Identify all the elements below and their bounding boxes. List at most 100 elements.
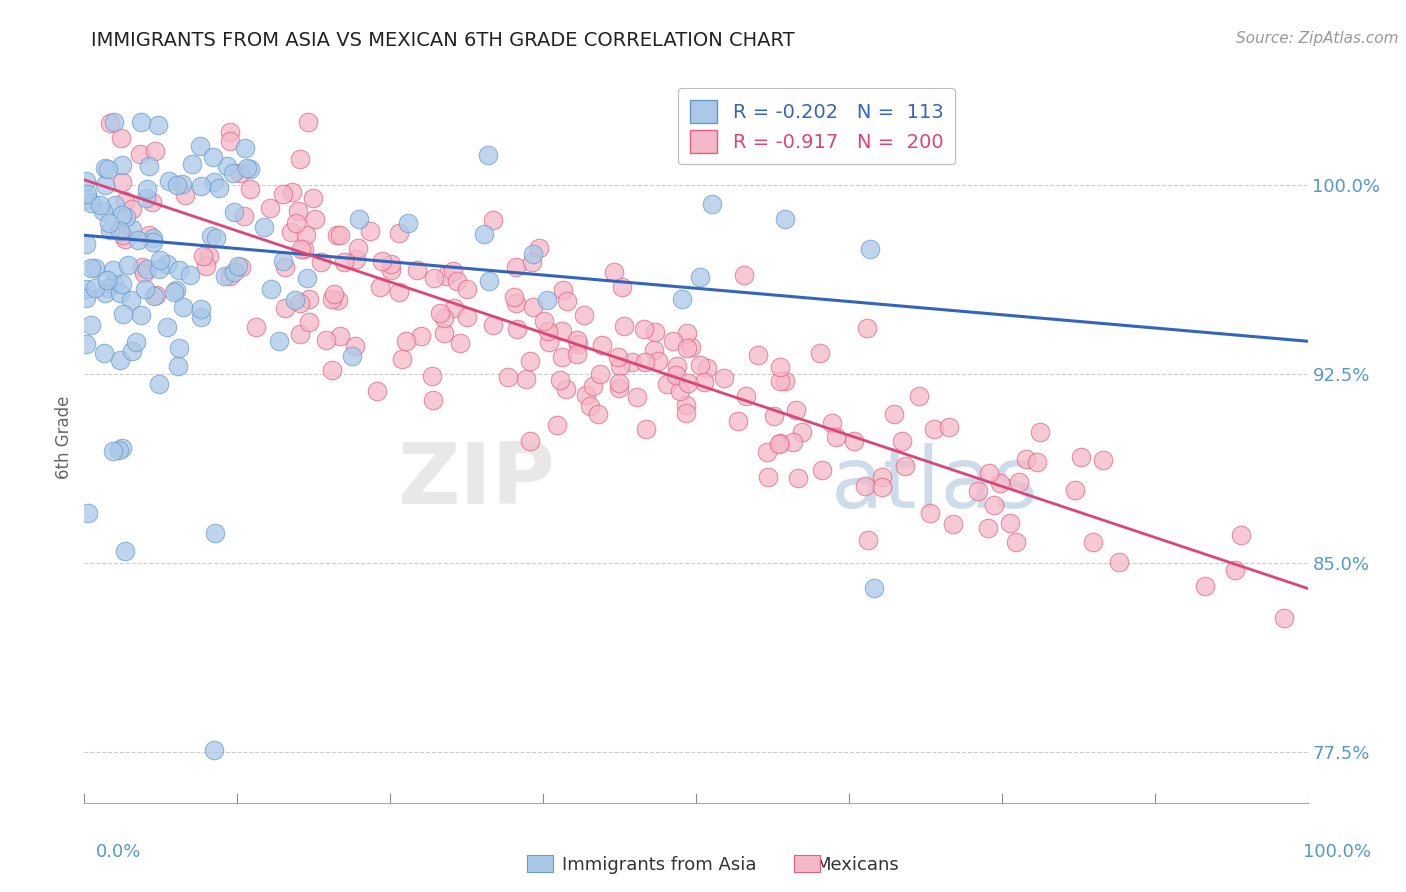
Point — [135, 190, 157, 204]
Point — [75, 336, 97, 351]
Point — [204, 175, 226, 189]
Point — [329, 329, 352, 343]
Point — [172, 300, 194, 314]
Point — [422, 392, 444, 407]
Point — [190, 179, 212, 194]
Point — [94, 178, 117, 193]
Point — [395, 334, 418, 348]
Point — [111, 277, 134, 291]
Point — [890, 434, 912, 449]
Point — [1229, 528, 1251, 542]
Point — [787, 471, 810, 485]
Point — [136, 261, 159, 276]
Point — [218, 125, 240, 139]
Point — [613, 319, 636, 334]
Point — [321, 363, 343, 377]
Point — [94, 285, 117, 300]
Point — [344, 252, 367, 266]
Point — [727, 414, 749, 428]
Point — [574, 388, 596, 402]
Point — [908, 389, 931, 403]
Point — [121, 222, 143, 236]
Point — [222, 205, 245, 219]
Point — [111, 208, 134, 222]
Point — [114, 194, 136, 209]
Point — [676, 376, 699, 391]
Point — [76, 187, 98, 202]
Point — [98, 216, 121, 230]
Point — [388, 285, 411, 299]
Point — [406, 263, 429, 277]
Point — [607, 376, 630, 390]
Point — [768, 437, 790, 451]
Point — [603, 265, 626, 279]
Point — [271, 186, 294, 201]
Point — [665, 368, 688, 383]
Point — [218, 135, 240, 149]
Point — [79, 261, 101, 276]
Point — [371, 253, 394, 268]
Point — [634, 355, 657, 369]
Point — [515, 372, 537, 386]
Point — [104, 198, 127, 212]
Point — [93, 203, 115, 218]
Point — [156, 319, 179, 334]
Point — [97, 161, 120, 176]
Point — [297, 115, 319, 129]
Point — [693, 375, 716, 389]
Point — [166, 178, 188, 193]
Point — [574, 309, 596, 323]
Point — [111, 175, 134, 189]
Point — [321, 293, 343, 307]
Point — [131, 260, 153, 274]
Point — [111, 441, 134, 455]
Point — [537, 324, 560, 338]
Point — [245, 319, 267, 334]
Point — [129, 115, 152, 129]
Point — [134, 265, 156, 279]
Point — [347, 212, 370, 227]
Point — [145, 288, 167, 302]
Point — [110, 131, 132, 145]
Point — [281, 185, 304, 199]
Point — [298, 292, 321, 306]
Point — [519, 434, 541, 449]
Point — [193, 249, 215, 263]
Point — [368, 280, 391, 294]
Point — [612, 280, 634, 294]
Point — [763, 409, 786, 424]
Point — [546, 418, 568, 433]
Point — [620, 354, 643, 368]
Point — [582, 379, 605, 393]
Point — [115, 210, 138, 224]
Text: Immigrants from Asia: Immigrants from Asia — [562, 856, 756, 874]
Point — [522, 300, 544, 314]
Point — [290, 296, 312, 310]
Point — [94, 161, 117, 175]
Point — [298, 316, 321, 330]
Point — [204, 231, 226, 245]
Point — [75, 236, 97, 251]
Point — [181, 156, 204, 170]
Point — [347, 241, 370, 255]
Point — [138, 227, 160, 242]
Point — [689, 269, 711, 284]
Point — [519, 353, 541, 368]
Point — [83, 260, 105, 275]
Point — [773, 211, 796, 226]
Point — [295, 227, 318, 242]
Point — [391, 351, 413, 366]
Text: 100.0%: 100.0% — [1303, 843, 1371, 861]
Point — [505, 296, 527, 310]
Point — [342, 349, 364, 363]
Point — [103, 277, 125, 292]
Point — [769, 374, 792, 388]
Point — [855, 321, 877, 335]
Point — [222, 166, 245, 180]
Point — [75, 282, 97, 296]
Point — [1092, 453, 1115, 467]
Point — [111, 158, 134, 172]
Point — [148, 262, 170, 277]
Point — [548, 373, 571, 387]
Point — [285, 216, 308, 230]
